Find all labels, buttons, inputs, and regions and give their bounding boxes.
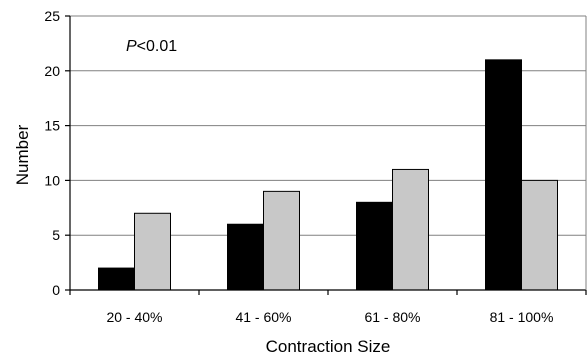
x-tick-label: 20 - 40% (106, 309, 162, 325)
y-tick-label: 0 (52, 282, 60, 298)
y-tick-labels: 0 5 10 15 20 25 (44, 8, 70, 298)
annotation-value: <0.01 (137, 38, 178, 55)
bar-series-1 (98, 267, 135, 291)
annotation-p: P (126, 38, 137, 55)
bar-series-2 (263, 190, 300, 291)
significance-annotation: P<0.01 (126, 38, 177, 55)
bar-series-1 (227, 223, 264, 291)
x-tick-label: 41 - 60% (235, 309, 291, 325)
y-tick-label: 10 (44, 172, 60, 188)
y-tick-label: 15 (44, 118, 60, 134)
bar-series-2 (521, 179, 558, 291)
bar-series-1 (485, 59, 522, 291)
y-tick-label: 5 (52, 227, 60, 243)
x-tick-labels: 20 - 40% 41 - 60% 61 - 80% 81 - 100% (69, 290, 587, 325)
y-tick-label: 20 (44, 63, 60, 79)
bar-series-2 (134, 212, 171, 291)
y-axis-title: Number (13, 124, 32, 185)
bar-series-1 (356, 201, 393, 291)
x-tick-label: 81 - 100% (490, 309, 554, 325)
x-tick-label: 61 - 80% (364, 309, 420, 325)
bars (98, 59, 558, 291)
bar-series-2 (392, 168, 429, 291)
y-tick-label: 25 (44, 8, 60, 24)
x-axis-title: Contraction Size (266, 337, 391, 356)
